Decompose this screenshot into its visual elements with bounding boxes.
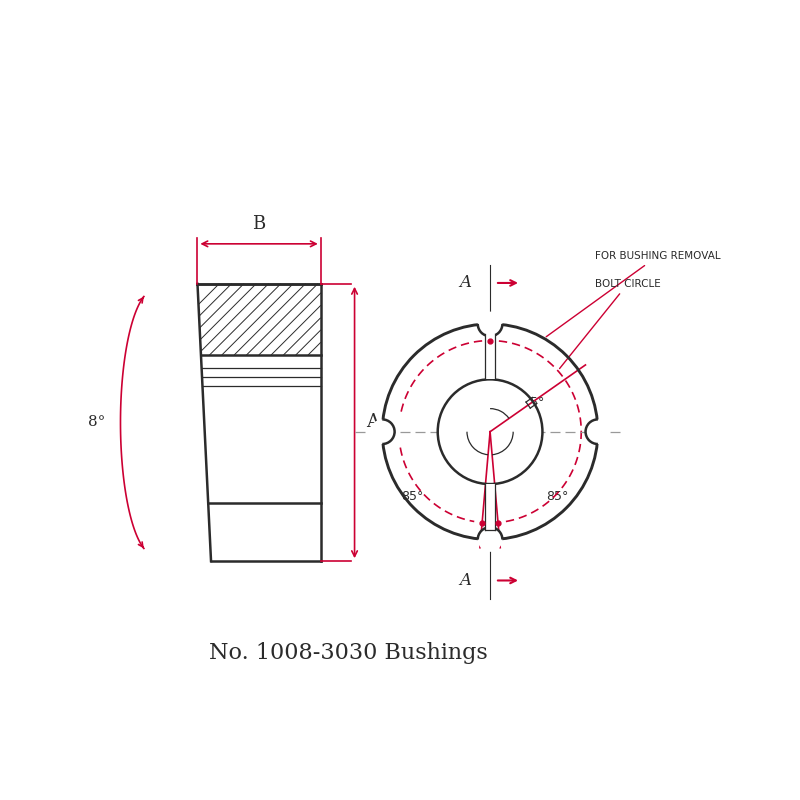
Circle shape	[478, 311, 502, 336]
Text: A: A	[459, 572, 471, 589]
Bar	[485, 484, 495, 530]
Circle shape	[438, 379, 542, 484]
Text: BOLT CIRCLE: BOLT CIRCLE	[559, 279, 661, 369]
Text: FOR BUSHING REMOVAL: FOR BUSHING REMOVAL	[546, 251, 721, 337]
Text: 8°: 8°	[88, 415, 105, 430]
Circle shape	[586, 419, 610, 444]
Text: 85°: 85°	[546, 490, 568, 503]
Polygon shape	[198, 284, 321, 354]
Text: 85°: 85°	[402, 490, 424, 503]
Circle shape	[370, 419, 394, 444]
Text: B: B	[253, 214, 266, 233]
Text: A: A	[459, 274, 471, 291]
Circle shape	[478, 527, 502, 552]
Text: A: A	[366, 414, 378, 431]
Text: No. 1008-3030 Bushings: No. 1008-3030 Bushings	[209, 642, 488, 665]
Bar	[485, 334, 495, 379]
Circle shape	[382, 324, 598, 539]
Text: 55°: 55°	[522, 396, 545, 409]
